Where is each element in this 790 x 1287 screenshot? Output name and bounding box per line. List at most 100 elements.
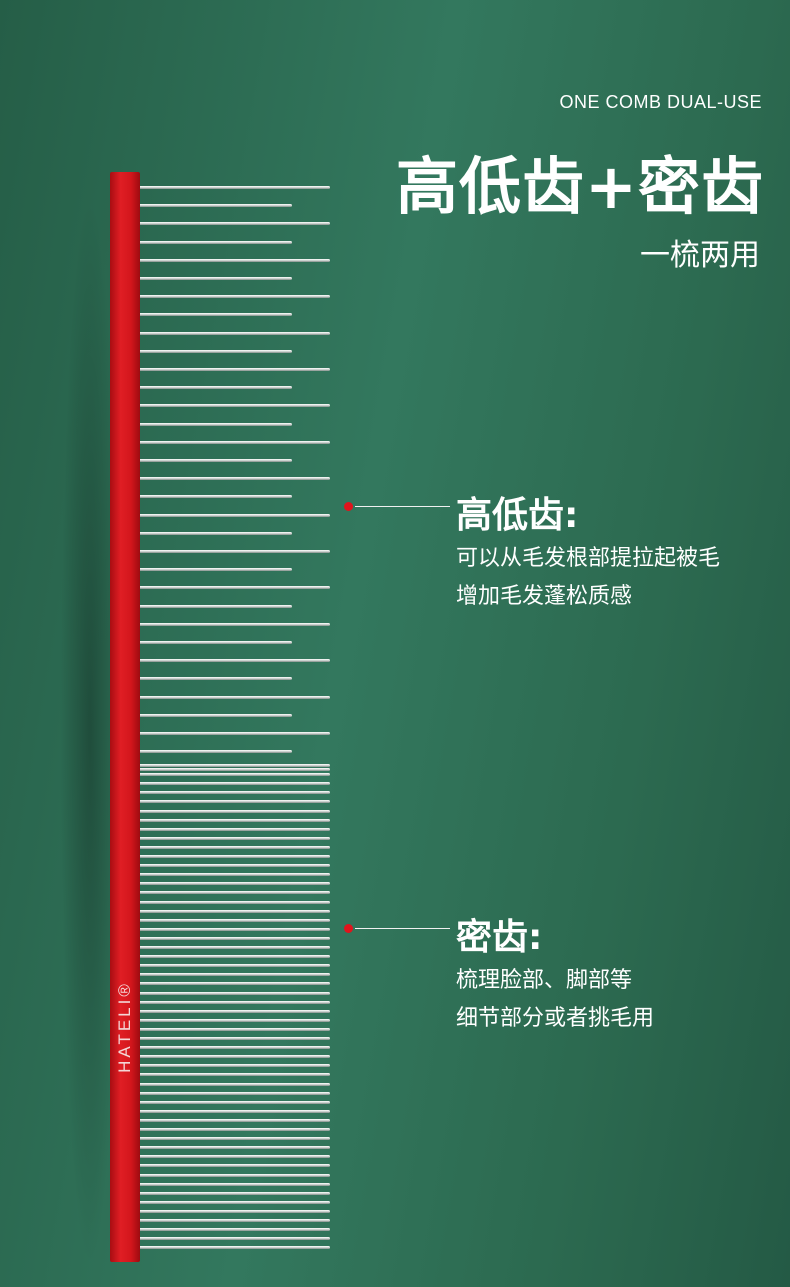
comb-tooth bbox=[140, 982, 330, 986]
callout-body-dense: 梳理脸部、脚部等 细节部分或者挑毛用 bbox=[456, 962, 654, 1038]
comb-spine: HATELI® bbox=[110, 172, 140, 1262]
comb-tooth bbox=[140, 1146, 330, 1150]
comb-tooth bbox=[140, 477, 330, 481]
comb-tooth bbox=[140, 918, 330, 922]
comb-tooth bbox=[140, 186, 330, 189]
comb-tooth bbox=[140, 782, 330, 786]
callout-leader-line bbox=[355, 506, 450, 507]
comb-tooth bbox=[140, 659, 330, 663]
callout-marker-high-low bbox=[344, 502, 450, 511]
comb-tooth bbox=[140, 368, 330, 371]
comb-tooth bbox=[140, 809, 330, 813]
comb-tooth bbox=[140, 695, 330, 699]
comb-tooth bbox=[140, 1155, 330, 1159]
callout-line: 可以从毛发根部提拉起被毛 bbox=[456, 546, 721, 571]
comb-tooth bbox=[140, 513, 330, 517]
comb-tooth bbox=[140, 313, 292, 317]
comb-tooth bbox=[140, 791, 330, 795]
callout-line: 细节部分或者挑毛用 bbox=[456, 1006, 655, 1031]
callout-dot bbox=[344, 502, 353, 511]
comb-tooth bbox=[140, 1182, 330, 1186]
comb-tooth bbox=[140, 422, 292, 426]
comb-tooth bbox=[140, 1109, 330, 1113]
comb-tooth bbox=[140, 1055, 330, 1059]
comb-tooth bbox=[140, 773, 330, 777]
comb-tooth bbox=[140, 873, 330, 877]
comb-tooth bbox=[140, 991, 330, 995]
comb-illustration: HATELI® bbox=[60, 172, 360, 1272]
callout-body-high-low: 可以从毛发根部提拉起被毛 增加毛发蓬松质感 bbox=[456, 540, 720, 616]
comb-tooth bbox=[140, 204, 292, 208]
comb-tooth bbox=[140, 713, 292, 717]
comb-tooth bbox=[140, 1064, 330, 1068]
brand-logo: HATELI® bbox=[115, 981, 134, 1073]
comb-tooth bbox=[140, 1237, 330, 1241]
comb-tooth bbox=[140, 936, 330, 940]
comb-tooth bbox=[140, 750, 292, 754]
comb-tooth bbox=[140, 1246, 330, 1250]
comb-tooth bbox=[140, 1118, 330, 1122]
comb-tooth bbox=[140, 764, 330, 767]
comb-tooth bbox=[140, 1191, 330, 1195]
comb-tooth bbox=[140, 855, 330, 858]
comb-tooth bbox=[140, 845, 330, 849]
comb-tooth bbox=[140, 1000, 330, 1004]
comb-tooth bbox=[140, 1173, 330, 1177]
comb-tooth bbox=[140, 1046, 330, 1050]
comb-tooth bbox=[140, 622, 330, 626]
comb-tooth bbox=[140, 295, 330, 299]
comb-tooth bbox=[140, 1200, 330, 1204]
callout-leader-line bbox=[355, 928, 450, 929]
comb-tooth bbox=[140, 973, 330, 977]
callout-title-high-low: 高低齿: bbox=[456, 495, 579, 536]
comb-tooth bbox=[140, 964, 330, 968]
comb-tooth bbox=[140, 900, 330, 904]
comb-tooth bbox=[140, 1137, 330, 1141]
comb-tooth bbox=[140, 1219, 330, 1222]
comb-tooth bbox=[140, 1128, 330, 1131]
callout-title-dense: 密齿: bbox=[456, 917, 543, 958]
comb-tooth bbox=[140, 732, 330, 735]
comb-tooth bbox=[140, 1018, 330, 1022]
comb-tooth bbox=[140, 550, 330, 553]
comb-tooth bbox=[140, 277, 292, 280]
comb-tooth bbox=[140, 909, 330, 913]
comb-tooth bbox=[140, 1073, 330, 1077]
comb-tooth bbox=[140, 531, 292, 535]
subhead: 一梳两用 bbox=[640, 238, 760, 273]
comb-tooth bbox=[140, 891, 330, 895]
comb-tooth bbox=[140, 836, 330, 840]
callout-marker-dense bbox=[344, 924, 450, 933]
comb-tooth bbox=[140, 641, 292, 644]
comb-tooth bbox=[140, 768, 330, 772]
comb-tooth bbox=[140, 1037, 330, 1040]
callout-line: 增加毛发蓬松质感 bbox=[456, 584, 633, 609]
comb-tooth bbox=[140, 222, 330, 226]
comb-tooth bbox=[140, 946, 330, 949]
comb-tooth bbox=[140, 349, 292, 353]
comb-tooth bbox=[140, 955, 330, 959]
comb-tooth bbox=[140, 1228, 330, 1232]
comb-tooth bbox=[140, 927, 330, 931]
comb-tooth bbox=[140, 240, 292, 244]
eyebrow-text: ONE COMB DUAL-USE bbox=[559, 92, 762, 112]
comb-tooth bbox=[140, 404, 330, 408]
comb-tooth bbox=[140, 440, 330, 444]
comb-tooth bbox=[140, 677, 292, 681]
comb-tooth bbox=[140, 1100, 330, 1104]
comb-tooth bbox=[140, 568, 292, 572]
comb-tooth bbox=[140, 495, 292, 499]
comb-tooth bbox=[140, 818, 330, 822]
callout-dot bbox=[344, 924, 353, 933]
comb-tooth bbox=[140, 1209, 330, 1213]
comb-tooth bbox=[140, 800, 330, 804]
callout-line: 梳理脸部、脚部等 bbox=[456, 968, 633, 993]
comb-tooth bbox=[140, 1091, 330, 1095]
comb-tooth bbox=[140, 386, 292, 390]
comb-tooth bbox=[140, 864, 330, 868]
comb-tooth bbox=[140, 331, 330, 335]
comb-tooth bbox=[140, 586, 330, 590]
comb-tooth bbox=[140, 1009, 330, 1013]
comb-tooth bbox=[140, 459, 292, 462]
comb-tooth bbox=[140, 827, 330, 831]
